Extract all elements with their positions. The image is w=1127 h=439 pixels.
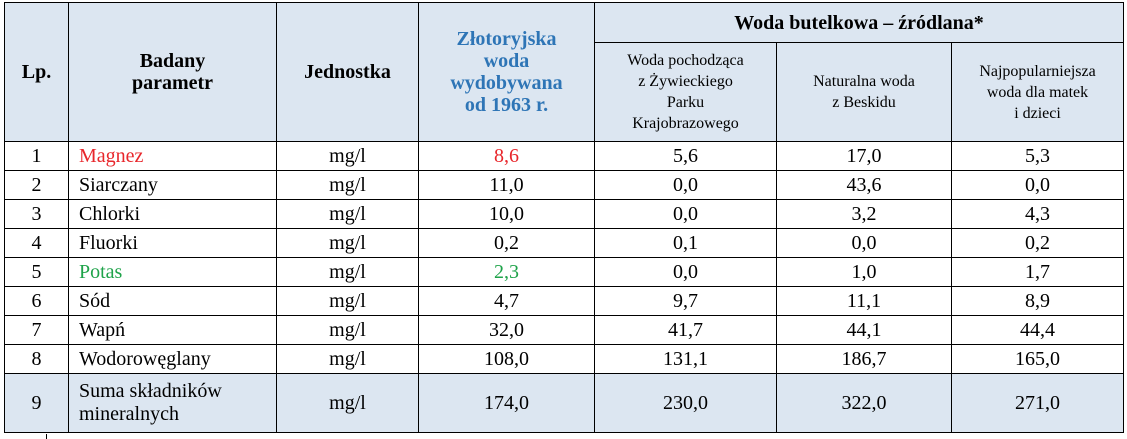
cell-bottled-1: 5,6 — [594, 141, 777, 171]
cell-lp: 7 — [4, 315, 69, 345]
cell-parameter: Sód — [68, 286, 277, 316]
table-row: 5 Potas mg/l 2,3 0,0 1,0 1,7 — [4, 257, 1125, 287]
header-bottled-1: Woda pochodząca z Żywieckiego Parku Kraj… — [594, 42, 777, 142]
header-bottled-3: Najpopularniejsza woda dla matek i dziec… — [950, 42, 1125, 142]
cell-bottled-2: 43,6 — [776, 170, 952, 200]
cell-unit: mg/l — [276, 315, 419, 345]
cell-bottled-3: 0,0 — [950, 170, 1125, 200]
cell-lp: 4 — [4, 228, 69, 258]
cell-lp: 1 — [4, 141, 69, 171]
cell-bottled-3: 165,0 — [950, 344, 1125, 374]
cell-bottled-2: 1,0 — [776, 257, 952, 287]
header-bottled-group: Woda butelkowa – źródlana* — [593, 2, 1125, 43]
cell-bottled-3: 0,2 — [950, 228, 1125, 258]
table-row: 1 Magnez mg/l 8,6 5,6 17,0 5,3 — [4, 141, 1125, 171]
cell-local-water: 108,0 — [418, 344, 595, 374]
table-row: 4 Fluorki mg/l 0,2 0,1 0,0 0,2 — [4, 228, 1125, 258]
cell-lp: 6 — [4, 286, 69, 316]
cell-unit: mg/l — [276, 286, 419, 316]
cell-bottled-2: 11,1 — [776, 286, 952, 316]
table-row: 6 Sód mg/l 4,7 9,7 11,1 8,9 — [4, 286, 1125, 316]
cell-lp: 9 — [4, 373, 69, 433]
table-row: 8 Wodorowęglany mg/l 108,0 131,1 186,7 165,0 — [4, 344, 1125, 374]
cell-bottled-2: 44,1 — [776, 315, 952, 345]
cell-local-water: 4,7 — [418, 286, 595, 316]
cell-bottled-3: 8,9 — [950, 286, 1125, 316]
table-row: 2 Siarczany mg/l 11,0 0,0 43,6 0,0 — [4, 170, 1125, 200]
cell-local-water: 11,0 — [418, 170, 595, 200]
table-row-sum: 9 Suma składników mineralnych mg/l 174,0 … — [4, 373, 1125, 433]
cell-bottled-2: 3,2 — [776, 199, 952, 229]
cell-parameter: Siarczany — [68, 170, 277, 200]
header-lp: Lp. — [4, 2, 69, 142]
cell-bottled-2: 322,0 — [776, 373, 952, 433]
cell-bottled-1: 0,1 — [594, 228, 777, 258]
cell-unit: mg/l — [276, 344, 419, 374]
header-unit: Jednostka — [276, 2, 419, 142]
cell-unit: mg/l — [276, 141, 419, 171]
cell-lp: 3 — [4, 199, 69, 229]
cell-lp: 2 — [4, 170, 69, 200]
table-row: 3 Chlorki mg/l 10,0 0,0 3,2 4,3 — [4, 199, 1125, 229]
cell-bottled-1: 131,1 — [594, 344, 777, 374]
cell-parameter: Magnez — [68, 141, 277, 171]
footnote-mark — [46, 434, 47, 439]
cell-bottled-3: 1,7 — [950, 257, 1125, 287]
cell-unit: mg/l — [276, 373, 419, 433]
cell-unit: mg/l — [276, 199, 419, 229]
header-bottled-2: Naturalna woda z Beskidu — [776, 42, 952, 142]
cell-parameter: Potas — [68, 257, 277, 287]
cell-lp: 5 — [4, 257, 69, 287]
cell-bottled-2: 186,7 — [776, 344, 952, 374]
cell-bottled-1: 41,7 — [594, 315, 777, 345]
cell-unit: mg/l — [276, 257, 419, 287]
cell-bottled-1: 0,0 — [594, 257, 777, 287]
header-parameter: Badany parametr — [68, 2, 277, 142]
cell-parameter: Wapń — [68, 315, 277, 345]
table-row: 7 Wapń mg/l 32,0 41,7 44,1 44,4 — [4, 315, 1125, 345]
cell-bottled-1: 9,7 — [594, 286, 777, 316]
water-comparison-table: Lp. Badany parametr Jednostka Złotoryjska… — [4, 2, 1125, 433]
cell-bottled-2: 17,0 — [776, 141, 952, 171]
cell-parameter: Fluorki — [68, 228, 277, 258]
cell-bottled-2: 0,0 — [776, 228, 952, 258]
cell-unit: mg/l — [276, 170, 419, 200]
cell-parameter: Wodorowęglany — [68, 344, 277, 374]
cell-unit: mg/l — [276, 228, 419, 258]
cell-local-water: 8,6 — [418, 141, 595, 171]
cell-bottled-3: 271,0 — [950, 373, 1125, 433]
cell-bottled-1: 0,0 — [594, 199, 777, 229]
header-local-water: Złotoryjska woda wydobywana od 1963 r. — [418, 2, 595, 142]
cell-parameter: Suma składników mineralnych — [68, 373, 277, 433]
cell-local-water: 2,3 — [418, 257, 595, 287]
cell-local-water: 10,0 — [418, 199, 595, 229]
cell-parameter: Chlorki — [68, 199, 277, 229]
cell-bottled-1: 0,0 — [594, 170, 777, 200]
cell-bottled-3: 4,3 — [950, 199, 1125, 229]
cell-local-water: 174,0 — [418, 373, 595, 433]
cell-lp: 8 — [4, 344, 69, 374]
cell-bottled-1: 230,0 — [594, 373, 777, 433]
cell-bottled-3: 44,4 — [950, 315, 1125, 345]
cell-local-water: 32,0 — [418, 315, 595, 345]
cell-local-water: 0,2 — [418, 228, 595, 258]
cell-bottled-3: 5,3 — [950, 141, 1125, 171]
